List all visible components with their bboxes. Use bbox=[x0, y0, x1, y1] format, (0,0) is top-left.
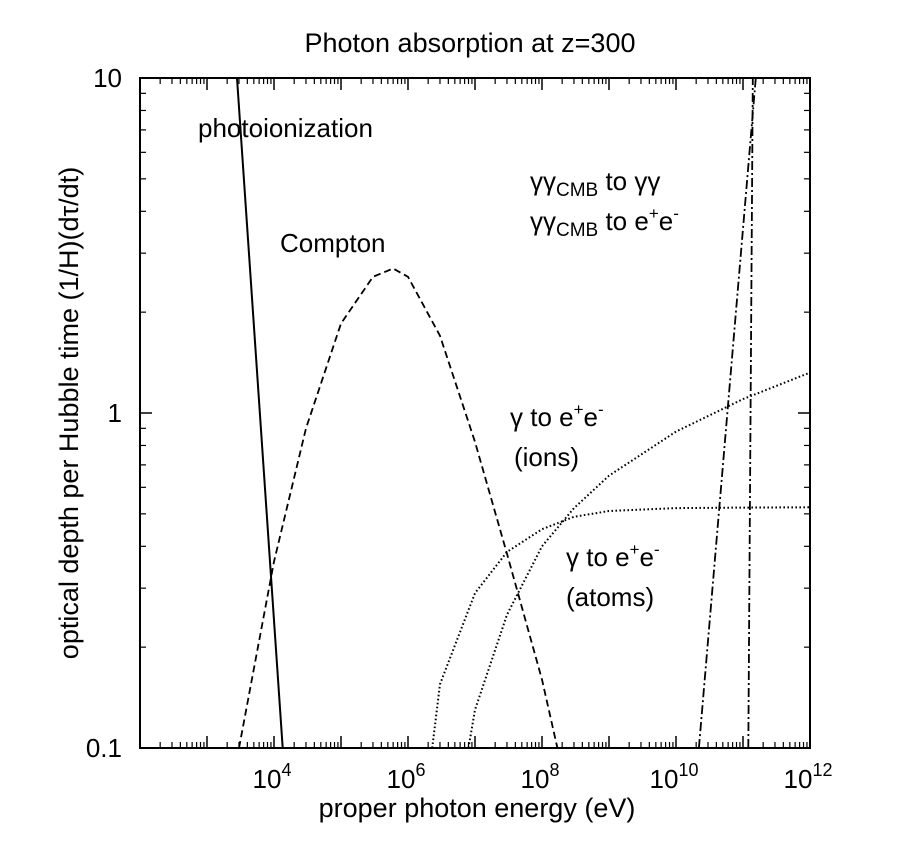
annotation-atoms-line2: (atoms) bbox=[566, 582, 654, 612]
plot-frame bbox=[139, 77, 811, 749]
y-tick-label: 1 bbox=[108, 398, 122, 428]
series-line-3 bbox=[467, 371, 810, 748]
x-tick-label: 106 bbox=[387, 760, 426, 794]
x-tick-label: 104 bbox=[253, 760, 292, 794]
axis-ticks bbox=[139, 77, 811, 749]
series-line-1 bbox=[238, 267, 559, 748]
x-tick-label: 108 bbox=[521, 760, 560, 794]
x-tick-label: 1012 bbox=[784, 760, 833, 794]
y-tick-label: 10 bbox=[93, 63, 122, 93]
x-axis-label: proper photon energy (eV) bbox=[319, 793, 636, 823]
x-tick-labels: 104 106 108 1010 1012 bbox=[253, 760, 833, 794]
annotation-photoionization: photoionization bbox=[198, 113, 373, 143]
series-group bbox=[236, 78, 810, 748]
series-line-4 bbox=[747, 78, 754, 748]
series-line-2 bbox=[431, 506, 810, 748]
chart-title: Photon absorption at z=300 bbox=[304, 28, 635, 58]
series-line-0 bbox=[236, 78, 284, 748]
annotation-atoms-line1: γ to e+e- bbox=[566, 540, 660, 572]
annotation-ions-line1: γ to e+e- bbox=[510, 400, 604, 432]
y-tick-label: 0.1 bbox=[86, 733, 122, 763]
y-tick-labels: 0.1 1 10 bbox=[86, 63, 122, 763]
y-axis-label: optical depth per Hubble time (1/H)(dτ/d… bbox=[54, 167, 84, 659]
annotation-compton: Compton bbox=[280, 228, 386, 258]
series-line-5 bbox=[698, 78, 757, 748]
annotation-ions-line2: (ions) bbox=[514, 442, 579, 472]
annotation-gg-cmb-to-gg: γγCMB to γγ bbox=[530, 166, 660, 201]
x-tick-label: 1010 bbox=[650, 760, 699, 794]
annotation-gg-cmb-to-ee: γγCMB to e+e- bbox=[530, 204, 679, 241]
